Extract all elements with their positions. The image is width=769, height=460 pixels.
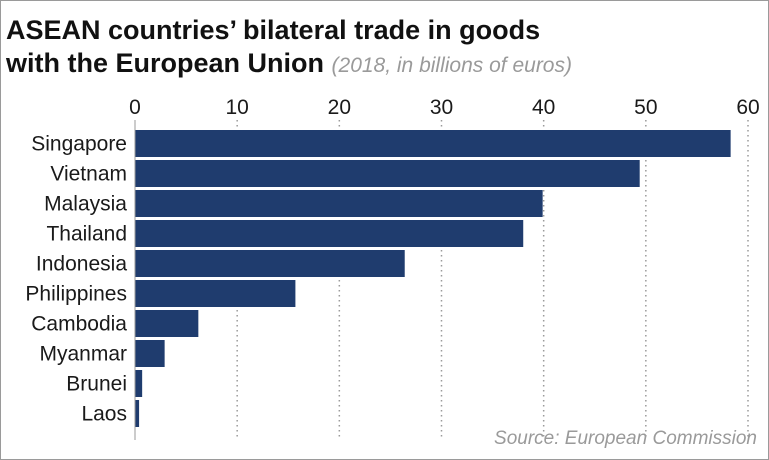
category-label: Singapore: [31, 133, 127, 156]
bar: [135, 280, 296, 307]
x-tick-label: 20: [328, 96, 351, 119]
x-tick-label: 0: [129, 96, 141, 119]
title-line-2: with the European Union: [6, 48, 324, 78]
category-label: Philippines: [25, 283, 127, 306]
source-note: Source: European Commission: [494, 428, 757, 449]
bar: [135, 250, 405, 277]
category-label: Laos: [81, 403, 127, 426]
category-label: Indonesia: [36, 253, 127, 276]
x-tick-label: 60: [736, 96, 759, 119]
x-tick-label: 40: [532, 96, 555, 119]
chart-title: ASEAN countries’ bilateral trade in good…: [6, 14, 572, 82]
title-line-1: ASEAN countries’ bilateral trade in good…: [6, 15, 541, 45]
bar: [135, 190, 543, 217]
bar: [135, 340, 165, 367]
category-label: Malaysia: [44, 193, 127, 216]
bar: [135, 400, 140, 427]
bar: [135, 370, 143, 397]
chart-subtitle: (2018, in billions of euros): [331, 54, 572, 77]
category-label: Vietnam: [50, 163, 127, 186]
category-label: Cambodia: [31, 313, 127, 336]
x-tick-label: 50: [634, 96, 657, 119]
bar: [135, 130, 731, 157]
category-label: Thailand: [46, 223, 127, 246]
bar: [135, 220, 524, 247]
x-tick-label: 10: [225, 96, 248, 119]
bar: [135, 160, 640, 187]
x-tick-label: 30: [430, 96, 453, 119]
bar: [135, 310, 199, 337]
category-label: Brunei: [66, 373, 127, 396]
category-label: Myanmar: [39, 343, 127, 366]
